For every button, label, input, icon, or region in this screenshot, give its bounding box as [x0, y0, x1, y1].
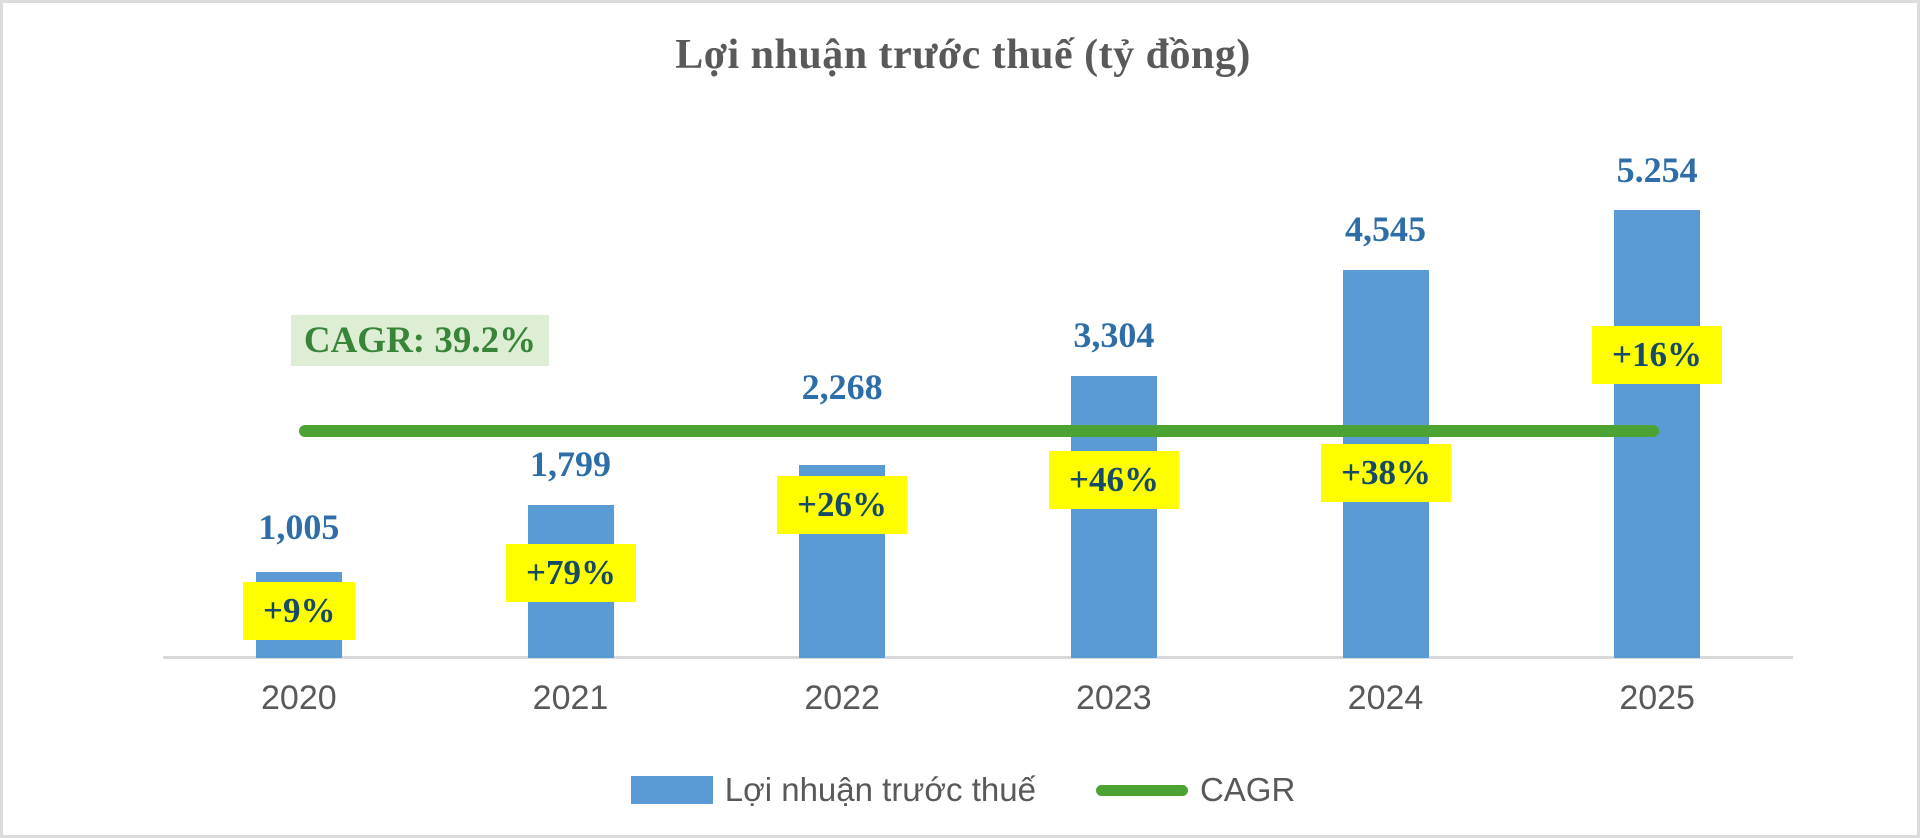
value-label-2022: 2,268 [801, 367, 883, 407]
cagr-line [299, 425, 1659, 437]
cagr-annotation: CAGR: 39.2% [291, 315, 549, 366]
value-label-2020: 1,005 [258, 507, 340, 547]
bar-2023 [1070, 376, 1157, 658]
legend-bar-swatch [630, 776, 713, 804]
growth-label-2023: +46% [1049, 451, 1179, 509]
legend: Lợi nhuận trước thuế CAGR [3, 771, 1920, 809]
value-label-2021: 1,799 [530, 444, 611, 484]
x-axis-label-2022: 2022 [804, 679, 880, 717]
x-axis-label-2025: 2025 [1619, 679, 1695, 717]
chart-title: Lợi nhuận trước thuế (tỷ đồng) [675, 32, 1251, 78]
legend-bar-label: Lợi nhuận trước thuế [724, 771, 1036, 808]
growth-label-2022: +26% [777, 476, 907, 534]
legend-cagr-label: CAGR [1199, 771, 1296, 808]
x-axis-line [163, 656, 1793, 659]
growth-label-2024: +38% [1321, 444, 1451, 502]
x-axis-label-2021: 2021 [532, 679, 609, 717]
x-axis-label-2024: 2024 [1347, 679, 1424, 717]
growth-label-2025: +16% [1592, 326, 1722, 384]
x-axis-label-2020: 2020 [261, 679, 337, 717]
value-label-2024: 4,545 [1345, 209, 1426, 249]
growth-label-2020: +9% [243, 582, 356, 640]
value-label-2025: 5.254 [1616, 150, 1698, 190]
legend-line-swatch [1095, 784, 1188, 796]
x-axis-label-2023: 2023 [1076, 679, 1152, 717]
growth-label-2021: +79% [506, 544, 636, 602]
value-label-2023: 3,304 [1073, 315, 1155, 355]
